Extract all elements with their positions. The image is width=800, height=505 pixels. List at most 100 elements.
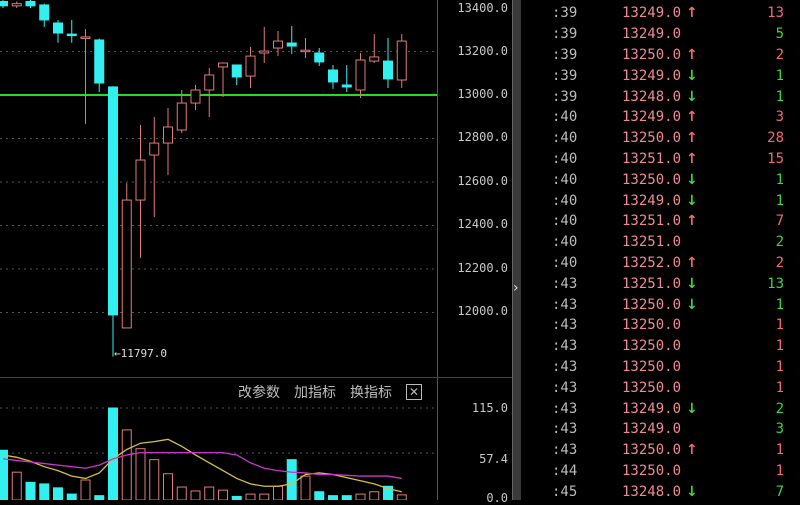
volume-bar	[314, 491, 325, 500]
price-axis-label: 12000.0	[457, 304, 508, 318]
tick-time: :45	[552, 483, 578, 500]
tick-time: :43	[552, 358, 578, 375]
volume-bar	[121, 429, 132, 500]
tick-time: :40	[552, 109, 578, 126]
candle-down	[94, 39, 105, 84]
tick-time: :39	[552, 67, 578, 84]
tick-price: 13250.0	[622, 338, 682, 355]
price-axis-label: 13000.0	[457, 87, 508, 101]
candle-down	[0, 0, 8, 7]
low-price-marker: ←11797.0	[114, 347, 167, 360]
tick-row: :40 13251.0 2	[540, 232, 795, 253]
close-icon[interactable]: ✕	[406, 384, 422, 400]
candle-up	[369, 56, 380, 62]
tick-time: :40	[552, 234, 578, 251]
tick-row: :43 13250.0 1	[540, 315, 795, 336]
axis-divider	[437, 0, 438, 500]
tick-time: :39	[552, 46, 578, 63]
arrow-down-icon: ↓	[686, 296, 698, 313]
volume-bar	[163, 473, 173, 500]
candlestick-chart[interactable]	[0, 0, 520, 500]
tick-row: :45 13248.0 ↓ 7	[540, 481, 795, 502]
tick-row: :43 13250.0 1	[540, 357, 795, 378]
tick-time: :43	[552, 338, 578, 355]
volume-bar	[369, 491, 380, 500]
tick-row: :40 13251.0 ↑ 7	[540, 211, 795, 232]
arrow-down-icon: ↓	[686, 88, 698, 105]
volume-bar	[204, 486, 215, 500]
volume-bar	[149, 459, 160, 500]
candle-up	[11, 3, 22, 7]
add-indicator-button[interactable]: 加指标	[294, 385, 336, 401]
panel-splitter[interactable]	[512, 0, 521, 500]
tick-volume: 1	[775, 358, 784, 375]
arrow-up-icon: ↑	[686, 150, 698, 167]
tick-time: :43	[552, 317, 578, 334]
arrow-up-icon: ↑	[686, 130, 698, 147]
tick-volume: 2	[775, 234, 784, 251]
tick-time: :39	[552, 5, 578, 22]
candle-up	[121, 199, 132, 329]
tick-volume: 1	[775, 462, 784, 479]
tick-row: :43 13249.0 ↓ 2	[540, 398, 795, 419]
arrow-down-icon: ↓	[686, 400, 698, 417]
tick-row: :39 13249.0 ↑ 13	[540, 3, 795, 24]
candle-down	[286, 42, 297, 47]
tick-volume: 3	[775, 109, 784, 126]
tick-row: :43 13250.0 ↓ 1	[540, 294, 795, 315]
volume-bar	[396, 494, 407, 500]
candle-up	[163, 126, 173, 144]
volume-bar	[80, 479, 91, 500]
tick-row: :40 13249.0 ↑ 3	[540, 107, 795, 128]
tick-row: :40 13250.0 ↓ 1	[540, 169, 795, 190]
candle-down	[53, 22, 63, 34]
modify-params-button[interactable]: 改参数	[238, 385, 280, 401]
tick-time: :43	[552, 421, 578, 438]
tick-time: :40	[552, 192, 578, 209]
candle-up	[273, 40, 283, 49]
tick-time: :39	[552, 26, 578, 43]
volume-ma-line-2	[2, 451, 402, 480]
arrow-down-icon: ↓	[686, 171, 698, 188]
volume-bar	[11, 471, 22, 500]
arrow-up-icon: ↑	[686, 46, 698, 63]
price-axis-label: 13400.0	[457, 1, 508, 15]
tick-price: 13249.0	[622, 421, 682, 438]
volume-bar	[300, 475, 311, 500]
tick-time: :40	[552, 213, 578, 230]
candle-down	[108, 86, 118, 316]
tick-volume: 2	[775, 46, 784, 63]
tick-row: :43 13249.0 3	[540, 419, 795, 440]
tick-time: :40	[552, 130, 578, 147]
volume-bar	[355, 493, 366, 500]
price-axis-label: 12400.0	[457, 217, 508, 231]
candle-up	[396, 40, 407, 81]
candle-up	[149, 142, 160, 156]
tick-price: 13250.0	[622, 171, 682, 188]
tick-price: 13251.0	[622, 213, 682, 230]
tick-volume: 1	[775, 171, 784, 188]
candle-down	[341, 84, 352, 88]
candle-down	[25, 0, 36, 7]
tick-volume: 1	[775, 296, 784, 313]
candle-up	[259, 50, 270, 54]
tick-volume: 1	[775, 379, 784, 396]
candle-up	[80, 36, 91, 39]
tick-volume: 1	[775, 192, 784, 209]
volume-bar	[94, 495, 105, 500]
tick-price: 13249.0	[622, 26, 682, 43]
arrow-down-icon: ↓	[686, 192, 698, 209]
tick-time: :40	[552, 254, 578, 271]
volume-bar	[39, 483, 50, 500]
switch-indicator-button[interactable]: 换指标	[350, 385, 392, 401]
tick-row: :39 13249.0 5	[540, 24, 795, 45]
volume-bar	[273, 485, 283, 500]
candle-down	[66, 33, 77, 37]
arrow-up-icon: ↑	[686, 442, 698, 459]
tick-price: 13251.0	[622, 150, 682, 167]
tick-volume: 2	[775, 254, 784, 271]
tick-volume: 1	[775, 442, 784, 459]
chevron-right-icon[interactable]: ›	[513, 280, 519, 296]
tick-row: :44 13250.0 1	[540, 461, 795, 482]
tick-price: 13250.0	[622, 379, 682, 396]
